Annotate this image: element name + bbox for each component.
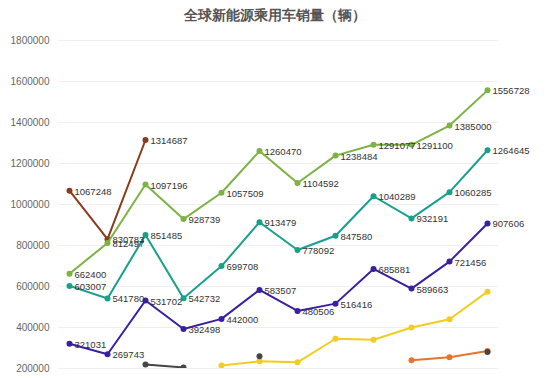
svg-text:800000: 800000 — [16, 240, 50, 251]
svg-text:600000: 600000 — [16, 281, 50, 292]
svg-text:480506: 480506 — [303, 306, 335, 317]
svg-text:442000: 442000 — [227, 314, 259, 325]
svg-text:516416: 516416 — [341, 299, 373, 310]
svg-text:1067248: 1067248 — [75, 186, 112, 197]
svg-text:847580: 847580 — [341, 231, 373, 242]
svg-text:392498: 392498 — [189, 324, 221, 335]
svg-text:269743: 269743 — [113, 349, 145, 360]
svg-text:812497: 812497 — [113, 238, 145, 249]
svg-text:1000000: 1000000 — [11, 199, 50, 210]
svg-text:1291077: 1291077 — [379, 140, 416, 151]
svg-text:1800000: 1800000 — [11, 35, 50, 46]
svg-text:1238484: 1238484 — [341, 151, 378, 162]
svg-text:200000: 200000 — [16, 363, 50, 374]
svg-text:1556728: 1556728 — [493, 85, 530, 96]
svg-text:907606: 907606 — [493, 218, 525, 229]
svg-text:603007: 603007 — [75, 281, 107, 292]
svg-text:321031: 321031 — [75, 339, 107, 350]
svg-text:1314687: 1314687 — [151, 135, 188, 146]
svg-text:1385000: 1385000 — [455, 121, 492, 132]
svg-text:685881: 685881 — [379, 264, 411, 275]
svg-text:541780: 541780 — [113, 293, 145, 304]
svg-text:1200000: 1200000 — [11, 158, 50, 169]
svg-text:583507: 583507 — [265, 285, 297, 296]
svg-text:1291100: 1291100 — [417, 140, 453, 151]
svg-text:928739: 928739 — [189, 214, 221, 225]
svg-text:1260470: 1260470 — [265, 146, 302, 157]
svg-text:1264645: 1264645 — [493, 145, 530, 156]
svg-text:913479: 913479 — [265, 217, 297, 228]
svg-text:699708: 699708 — [227, 261, 259, 272]
svg-text:400000: 400000 — [16, 322, 50, 333]
svg-text:1400000: 1400000 — [11, 117, 50, 128]
svg-text:1040289: 1040289 — [379, 191, 416, 202]
svg-text:531702: 531702 — [151, 296, 183, 307]
svg-text:1104592: 1104592 — [303, 178, 339, 189]
svg-text:932191: 932191 — [417, 213, 449, 224]
svg-text:1060285: 1060285 — [455, 187, 492, 198]
svg-text:662400: 662400 — [75, 269, 107, 280]
html-text:全球新能源乘用车销量（辆）: 全球新能源乘用车销量（辆） — [184, 7, 366, 23]
svg-text:542732: 542732 — [189, 293, 221, 304]
svg-text:721456: 721456 — [455, 257, 487, 268]
svg-text:589663: 589663 — [417, 284, 449, 295]
svg-text:1097196: 1097196 — [151, 180, 188, 191]
svg-text:1057509: 1057509 — [227, 188, 264, 199]
svg-text:1600000: 1600000 — [11, 76, 50, 87]
svg-text:851485: 851485 — [151, 230, 183, 241]
svg-text:778092: 778092 — [303, 245, 335, 256]
